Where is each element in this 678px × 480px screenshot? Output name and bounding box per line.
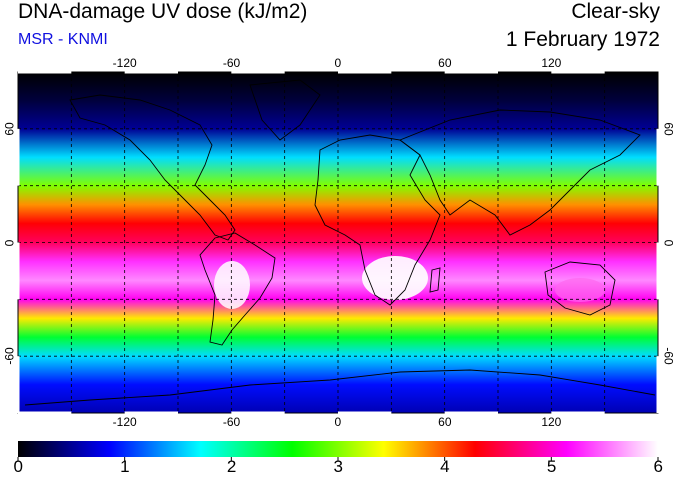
- colorbar-tick-label: 4: [440, 457, 450, 476]
- map-frame: [16, 70, 660, 415]
- north-america-coast: [69, 94, 236, 241]
- latitude-tick-label: 60: [2, 122, 17, 136]
- colorbar: [17, 441, 659, 461]
- frame-segment: [124, 411, 178, 415]
- frame-segment: [551, 70, 605, 74]
- frame-segment: [338, 70, 392, 74]
- frame-segment: [16, 242, 20, 300]
- colorbar-tick-label: 1: [120, 457, 130, 476]
- colorbar-tick-label: 3: [333, 457, 343, 476]
- frame-segment: [231, 411, 285, 415]
- asia-coast: [399, 109, 641, 236]
- longitude-tick-label: 60: [438, 415, 452, 429]
- frame-segment: [338, 411, 392, 415]
- latitude-tick-label: -60: [661, 347, 676, 365]
- africa-hotspot: [362, 256, 428, 300]
- south-america-hotspot: [214, 261, 250, 309]
- frame-segment: [18, 411, 72, 415]
- greenland-coast: [249, 79, 321, 141]
- frame-segment: [444, 70, 498, 74]
- colorbar-tick-label: 6: [653, 457, 663, 476]
- colorbar-ticks: [17, 457, 659, 461]
- madagascar-coast: [429, 267, 441, 293]
- australia-hotspot: [555, 278, 605, 302]
- colorbar-tick-label: 5: [546, 457, 557, 476]
- frame-segments: [16, 70, 660, 415]
- graticule: [18, 72, 658, 413]
- longitude-tick-label: -60: [222, 56, 241, 70]
- frame-segment: [656, 128, 660, 186]
- frame-segment: [18, 70, 72, 74]
- coastlines: [24, 79, 656, 406]
- longitude-tick-label: -60: [222, 415, 241, 429]
- colorbar-tick-label: 0: [13, 457, 23, 476]
- frame-segment: [551, 411, 605, 415]
- latitude-tick-label: 0: [660, 239, 675, 246]
- latitude-tick-label: -60: [2, 347, 17, 365]
- map-title: DNA-damage UV dose (kJ/m2): [18, 0, 308, 23]
- frame-segment: [16, 356, 20, 413]
- longitude-tick-label: 0: [334, 415, 342, 429]
- longitude-tick-label: 60: [438, 56, 452, 70]
- date-label: 1 February 1972: [505, 28, 660, 51]
- longitude-tick-label: 120: [541, 56, 562, 70]
- frame-segment: [231, 70, 285, 74]
- antarctica-coast: [24, 369, 656, 406]
- sky-mode-label: Clear-sky: [571, 0, 660, 23]
- latitude-tick-label: 0: [1, 239, 16, 246]
- frame-segment: [444, 411, 498, 415]
- colorbar-tick-label: 2: [226, 457, 237, 476]
- source-label: MSR - KNMI: [18, 31, 108, 48]
- longitude-tick-label: -120: [112, 56, 137, 70]
- south-america-coast: [199, 232, 276, 346]
- longitude-tick-label: 120: [541, 415, 562, 429]
- frame-segment: [656, 242, 660, 300]
- longitude-tick-label: 0: [334, 56, 342, 70]
- frame-segment: [656, 356, 660, 413]
- frame-segment: [124, 70, 178, 74]
- colorbar-strip: [18, 441, 658, 457]
- latitude-tick-label: 60: [661, 122, 676, 136]
- frame-segment: [16, 128, 20, 186]
- longitude-tick-label: -120: [112, 415, 137, 429]
